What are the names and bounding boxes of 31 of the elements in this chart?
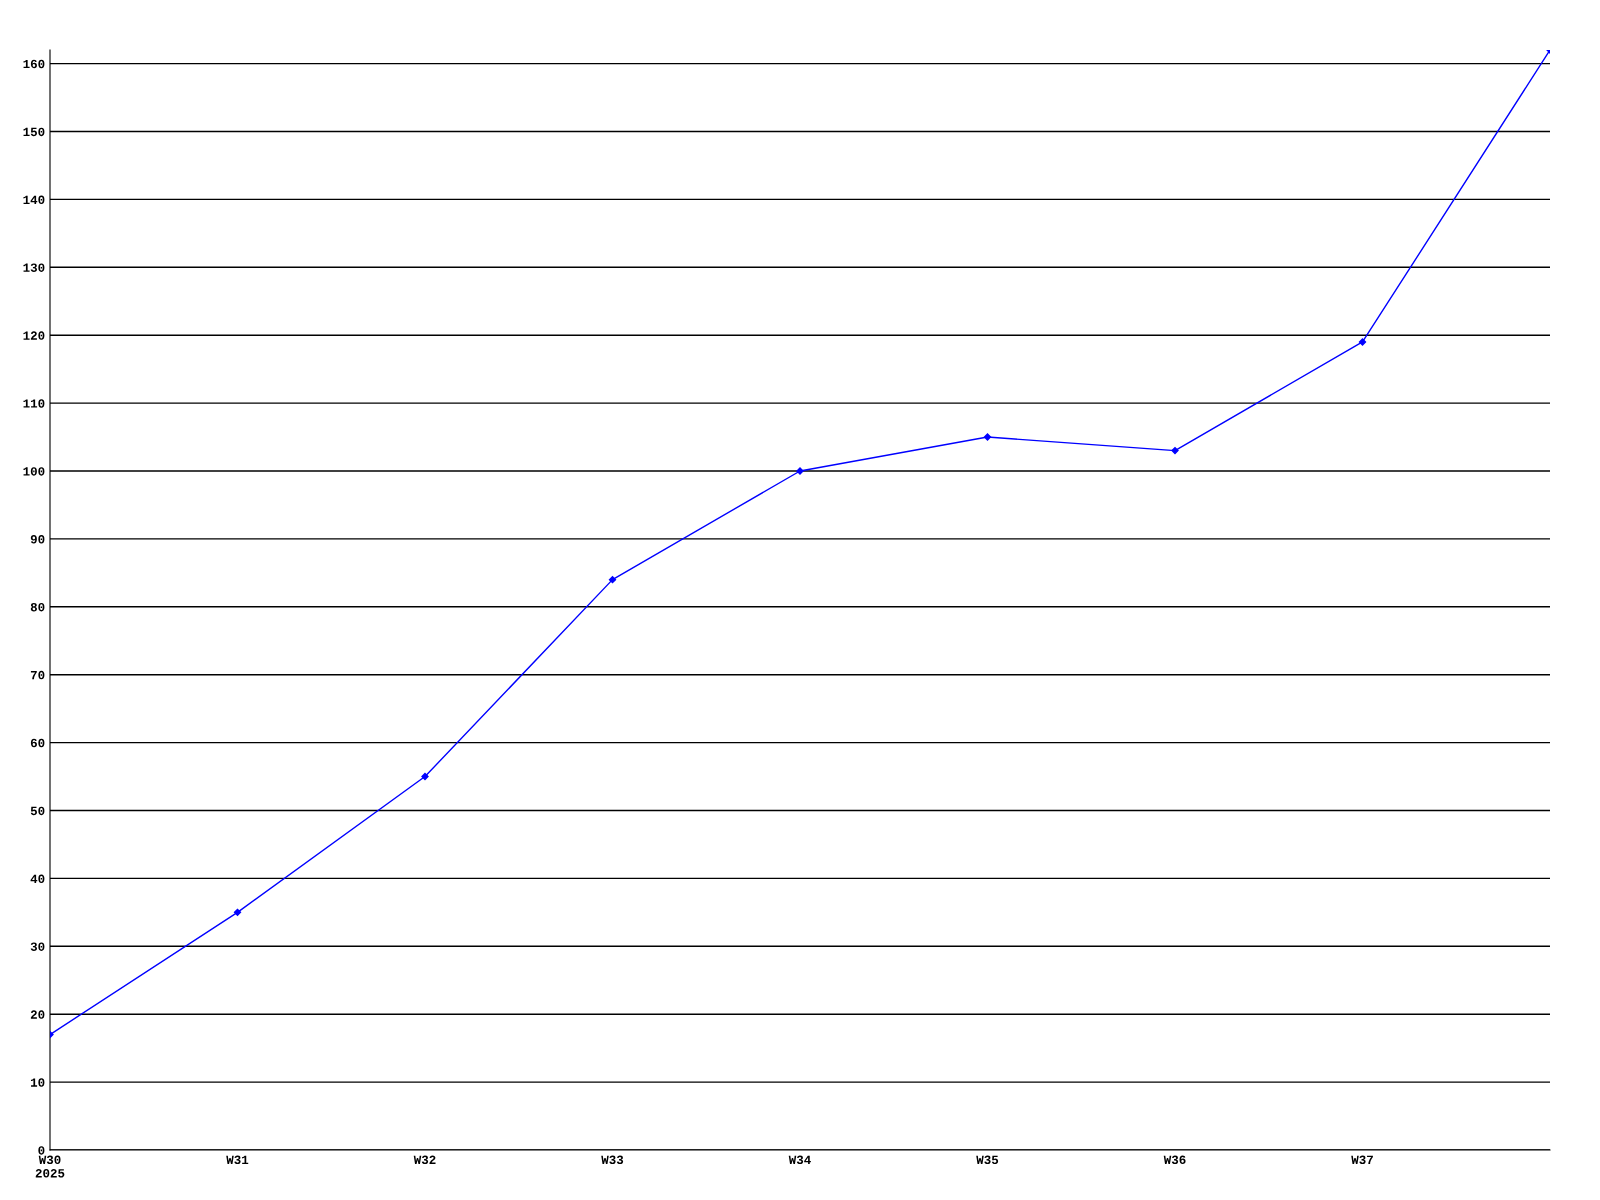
y-tick-label: 30 bbox=[30, 942, 45, 951]
y-tick-label: 120 bbox=[23, 331, 45, 340]
x-tick-label: W31 bbox=[226, 1155, 249, 1165]
y-tick-label: 50 bbox=[30, 806, 45, 816]
y-tick-label: 10 bbox=[30, 1078, 45, 1087]
y-tick-label: 60 bbox=[30, 738, 45, 748]
y-tick-label: 20 bbox=[30, 1010, 45, 1019]
x-tick-label: W33 bbox=[601, 1155, 624, 1165]
point bbox=[1358, 338, 1367, 346]
point bbox=[608, 575, 617, 584]
y-tick-label: 40 bbox=[30, 874, 45, 884]
x-tick-label: W30 2025 bbox=[35, 1155, 65, 1178]
y-tick-label: 130 bbox=[23, 263, 45, 272]
x-tick-label: W36 bbox=[1163, 1155, 1186, 1165]
y-tick-label: 0 bbox=[38, 1146, 45, 1155]
point bbox=[1171, 446, 1179, 455]
x-tick-label: W32 bbox=[413, 1155, 436, 1165]
y-tick-label: 100 bbox=[23, 467, 45, 476]
x-tick-label: W37 bbox=[1351, 1155, 1373, 1165]
x-tick-label: W35 bbox=[976, 1155, 999, 1165]
y-tick-label: 80 bbox=[30, 602, 45, 612]
y-tick-label: 140 bbox=[23, 195, 45, 205]
y-tick-label: 110 bbox=[23, 399, 45, 408]
point bbox=[421, 772, 429, 781]
point bbox=[233, 908, 242, 916]
x-tick-label: W34 bbox=[788, 1155, 811, 1165]
y-tick-label: 150 bbox=[23, 127, 45, 137]
y-tick-label: 70 bbox=[30, 670, 45, 680]
y-tick-label: 90 bbox=[30, 535, 45, 544]
y-tick-label: 160 bbox=[23, 59, 45, 69]
point bbox=[983, 433, 992, 441]
